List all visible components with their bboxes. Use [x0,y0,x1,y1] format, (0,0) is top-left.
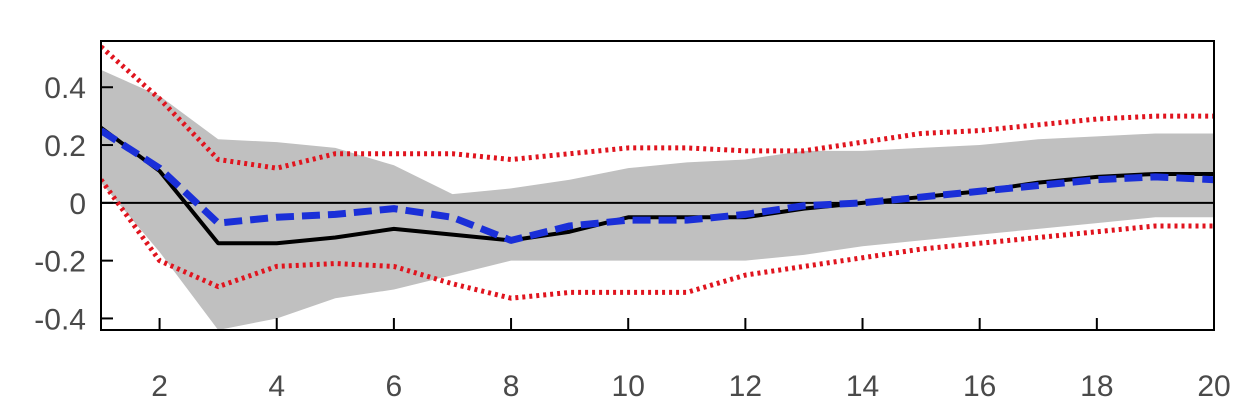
confidence-band [101,69,1214,330]
y-tick-label: -0.2 [34,246,86,279]
y-tick-label: 0.4 [44,72,86,105]
x-tick-label: 14 [846,370,879,403]
x-tick-label: 18 [1080,370,1113,403]
series-line-dashed-1 [101,127,1214,244]
x-tick-label: 8 [503,370,520,403]
x-tick-label: 16 [963,370,996,403]
series-line-dotted-3 [101,178,1214,301]
x-tick-label: 20 [1197,370,1230,403]
x-tick-label: 2 [151,370,168,403]
x-tick-label: 10 [612,370,645,403]
x-tick-label: 6 [386,370,403,403]
x-tick-label: 12 [729,370,762,403]
y-tick-label: 0 [69,188,86,221]
y-tick-label: 0.2 [44,130,86,163]
plot-frame [100,40,1215,331]
x-tick-label: 4 [268,370,285,403]
series-line-dotted-2 [101,44,1214,171]
y-tick-label: -0.4 [34,303,86,336]
